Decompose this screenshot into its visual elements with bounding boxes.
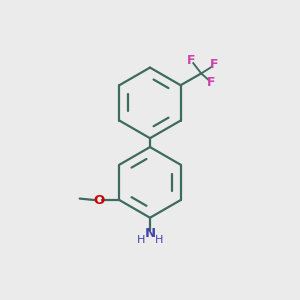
Text: O: O — [93, 194, 104, 207]
Text: F: F — [187, 54, 195, 67]
Text: N: N — [144, 227, 156, 240]
Text: H: H — [136, 236, 145, 245]
Text: H: H — [155, 236, 164, 245]
Text: F: F — [210, 58, 219, 71]
Text: F: F — [207, 76, 216, 89]
